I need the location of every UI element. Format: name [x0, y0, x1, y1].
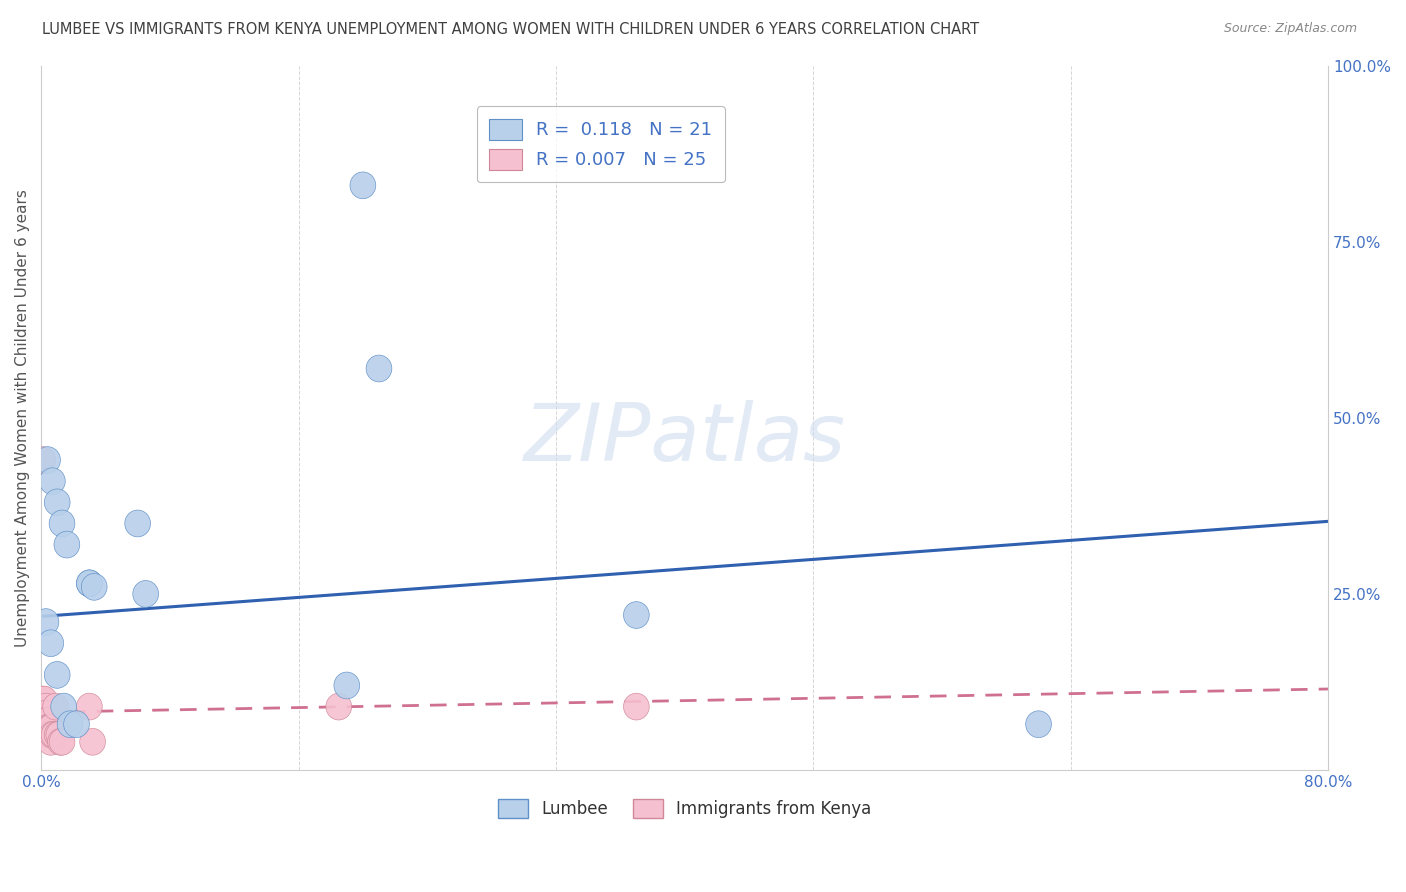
Ellipse shape — [623, 693, 650, 720]
Ellipse shape — [41, 722, 67, 748]
Ellipse shape — [39, 722, 65, 748]
Ellipse shape — [76, 570, 103, 597]
Ellipse shape — [30, 447, 56, 474]
Ellipse shape — [58, 711, 83, 738]
Ellipse shape — [35, 447, 60, 474]
Ellipse shape — [34, 693, 59, 720]
Ellipse shape — [63, 711, 90, 738]
Ellipse shape — [34, 608, 59, 635]
Ellipse shape — [125, 510, 150, 537]
Text: ZIPatlas: ZIPatlas — [523, 400, 845, 478]
Legend: Lumbee, Immigrants from Kenya: Lumbee, Immigrants from Kenya — [491, 792, 879, 825]
Ellipse shape — [31, 686, 58, 713]
Ellipse shape — [48, 729, 73, 756]
Ellipse shape — [45, 722, 70, 748]
Ellipse shape — [30, 707, 56, 734]
Ellipse shape — [45, 662, 70, 689]
Ellipse shape — [76, 570, 103, 597]
Ellipse shape — [623, 601, 650, 628]
Ellipse shape — [38, 729, 63, 756]
Ellipse shape — [38, 714, 63, 741]
Ellipse shape — [326, 693, 352, 720]
Ellipse shape — [35, 707, 60, 734]
Ellipse shape — [49, 510, 75, 537]
Ellipse shape — [82, 574, 107, 600]
Ellipse shape — [30, 686, 56, 713]
Ellipse shape — [42, 693, 69, 720]
Ellipse shape — [366, 355, 392, 382]
Ellipse shape — [132, 581, 159, 607]
Text: LUMBEE VS IMMIGRANTS FROM KENYA UNEMPLOYMENT AMONG WOMEN WITH CHILDREN UNDER 6 Y: LUMBEE VS IMMIGRANTS FROM KENYA UNEMPLOY… — [42, 22, 980, 37]
Y-axis label: Unemployment Among Women with Children Under 6 years: Unemployment Among Women with Children U… — [15, 189, 30, 647]
Ellipse shape — [37, 714, 62, 741]
Ellipse shape — [350, 172, 375, 199]
Ellipse shape — [31, 700, 58, 727]
Ellipse shape — [35, 714, 60, 741]
Ellipse shape — [45, 489, 70, 516]
Ellipse shape — [76, 693, 103, 720]
Ellipse shape — [34, 707, 59, 734]
Ellipse shape — [333, 672, 360, 698]
Ellipse shape — [38, 630, 63, 657]
Ellipse shape — [34, 700, 59, 727]
Ellipse shape — [46, 722, 72, 748]
Ellipse shape — [53, 532, 80, 558]
Ellipse shape — [1026, 711, 1052, 738]
Ellipse shape — [51, 693, 76, 720]
Ellipse shape — [37, 722, 62, 748]
Text: Source: ZipAtlas.com: Source: ZipAtlas.com — [1223, 22, 1357, 36]
Ellipse shape — [39, 467, 65, 494]
Ellipse shape — [49, 729, 75, 756]
Ellipse shape — [80, 729, 105, 756]
